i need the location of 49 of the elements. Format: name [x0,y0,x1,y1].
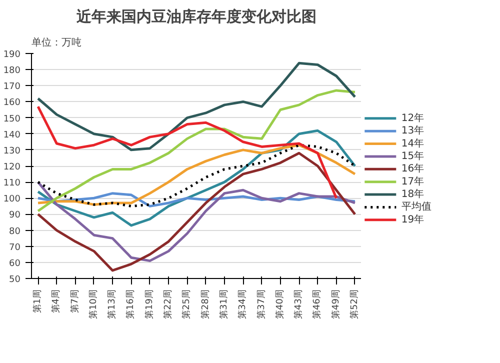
x-tick-label: 第46周 [312,290,323,319]
y-tick-label: 80 [9,226,21,237]
line-series [36,105,338,200]
y-tick-label: 130 [3,146,21,156]
x-tick-label: 第43周 [293,290,304,319]
x-tick-label: 第28周 [200,290,211,319]
y-tick-label: 120 [3,162,21,172]
x-tick-label: 第52周 [348,290,360,319]
line-series [36,152,356,272]
x-tick-label: 第1周 [32,289,44,314]
x-tick-label: 第7周 [69,289,80,314]
y-tick-label: 170 [3,82,21,92]
y-tick-label: 160 [3,98,21,108]
x-tick-label: 第10周 [88,290,99,319]
legend-label: 15年 [401,150,424,162]
y-tick-label: 70 [9,242,21,253]
legend-label: 13年 [401,124,424,137]
legend-label: 19年 [401,213,424,226]
x-tick-label: 第37周 [256,290,267,319]
y-tick-label: 140 [3,130,21,140]
x-tick-label: 第25周 [181,290,192,319]
line-series [36,180,356,262]
legend-label: 14年 [401,137,424,150]
y-tick-label: 50 [9,275,21,285]
x-tick-label: 第16周 [125,290,136,319]
legend-label: 16年 [401,162,424,175]
x-tick-label: 第13周 [106,290,118,319]
x-tick-label: 第40周 [274,290,286,319]
y-tick-label: 150 [3,114,21,124]
x-tick-label: 第31周 [218,290,230,319]
x-tick-label: 第4周 [50,289,62,314]
legend-label: 平均值 [401,200,432,213]
x-tick-label: 第22周 [162,290,174,319]
y-axis-title: 单位：万吨 [32,36,82,48]
y-tick-label: 190 [3,50,21,60]
legend-label: 12年 [401,112,424,124]
x-tick-label: 第34周 [237,290,248,319]
line-series [36,62,356,152]
y-tick-label: 60 [9,258,21,269]
y-tick-label: 90 [9,210,21,221]
y-tick-label: 180 [3,66,21,76]
legend-label: 18年 [401,188,424,200]
x-tick-label: 第49周 [330,290,342,319]
legend-label: 17年 [401,175,424,188]
y-tick-label: 100 [3,194,21,205]
chart-title: 近年来国内豆油库存年度变化对比图 [76,8,316,26]
line-series [36,89,356,212]
y-tick-label: 110 [3,178,21,189]
x-tick-label: 第19周 [144,290,155,319]
